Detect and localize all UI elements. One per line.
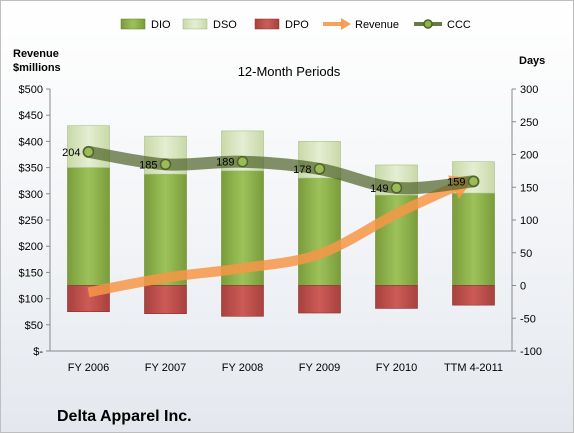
y-right-tick-label: 200 xyxy=(520,150,538,162)
ccc-point xyxy=(236,155,249,168)
y-left-tick-label: $350 xyxy=(19,163,43,175)
ccc-point xyxy=(159,158,172,171)
ccc-point xyxy=(82,146,95,158)
bar-dio xyxy=(67,167,110,286)
ccc-data-label: 149 xyxy=(370,183,388,195)
y-left-tick-label: $250 xyxy=(19,215,43,227)
chart-title: 12-Month Periods xyxy=(238,64,341,79)
x-tick-label: FY 2010 xyxy=(376,362,417,374)
ccc-data-label: 185 xyxy=(139,159,157,171)
y-right-tick-label: 0 xyxy=(520,281,526,293)
bar-dio xyxy=(144,173,187,286)
y-left-tick-label: $200 xyxy=(19,241,43,253)
y-left-ticks: $- $50 $100 $150 $200 $250 $300 $350 $400 $450 $50… xyxy=(19,84,50,358)
y-left-tick-label: $500 xyxy=(19,84,43,96)
x-tick-label: FY 2009 xyxy=(299,362,340,374)
x-tick-label: FY 2007 xyxy=(145,362,186,374)
y-right-tick-label: 150 xyxy=(520,182,538,194)
bar-dpo xyxy=(221,285,264,317)
y-right-tick-label: -50 xyxy=(520,313,536,325)
bar-dpo xyxy=(452,285,495,306)
y-right-tick-label: 300 xyxy=(520,84,538,96)
ccc-data-label: 204 xyxy=(62,147,80,159)
x-tick-label: FY 2006 xyxy=(68,362,109,374)
legend-label-dio: DIO xyxy=(151,19,171,31)
ccc-data-label: 189 xyxy=(216,157,234,169)
ccc-point xyxy=(390,182,403,194)
x-tick-label: FY 2008 xyxy=(222,362,263,374)
legend-label-dso: DSO xyxy=(213,19,237,31)
bar-dpo xyxy=(298,285,341,314)
legend-label-dpo: DPO xyxy=(285,19,309,31)
y-left-label-line1: Revenue xyxy=(13,48,59,60)
legend-swatch-dso xyxy=(182,18,208,30)
legend-label-ccc: CCC xyxy=(447,19,471,31)
y-right-tick-label: 100 xyxy=(520,215,538,227)
ccc-point xyxy=(467,175,480,188)
ccc-data-label: 159 xyxy=(447,176,465,188)
legend-swatch-ccc xyxy=(414,19,442,29)
y-left-tick-label: $- xyxy=(33,346,43,358)
bar-dpo xyxy=(144,285,187,314)
legend-swatch-dio xyxy=(120,18,146,30)
ccc-series: 204 185 189 178 149 159 xyxy=(62,145,480,195)
ccc-point xyxy=(313,163,326,175)
bar-dio xyxy=(298,177,341,286)
y-left-tick-label: $150 xyxy=(19,267,43,279)
bars xyxy=(67,125,495,317)
y-left-tick-label: $450 xyxy=(19,110,43,122)
y-right-label: Days xyxy=(519,55,545,67)
legend-swatch-revenue xyxy=(323,18,351,30)
x-tick-label: TTM 4-2011 xyxy=(444,362,503,374)
company-name: Delta Apparel Inc. xyxy=(57,408,192,425)
y-left-tick-label: $300 xyxy=(19,189,43,201)
y-right-tick-label: 50 xyxy=(520,248,532,260)
y-right-tick-label: -100 xyxy=(520,346,542,358)
ccc-line xyxy=(82,145,480,195)
y-left-tick-label: $400 xyxy=(19,136,43,148)
bar-dpo xyxy=(375,285,418,309)
bar-dio xyxy=(452,192,495,286)
y-left-tick-label: $100 xyxy=(19,294,43,306)
y-right-tick-label: 250 xyxy=(520,117,538,129)
y-left-label-line2: $millions xyxy=(13,62,61,74)
y-right-ticks: -100 -50 0 50 100 150 200 250 300 xyxy=(512,84,542,358)
legend: DIO DSO DPO Revenue CCC xyxy=(120,18,471,31)
legend-label-revenue: Revenue xyxy=(355,19,399,31)
y-left-tick-label: $50 xyxy=(25,320,43,332)
ccc-data-label: 178 xyxy=(293,164,311,176)
x-tick-labels: FY 2006 FY 2007 FY 2008 FY 2009 FY 2010 TTM 4… xyxy=(68,362,503,374)
legend-swatch-dpo xyxy=(254,18,280,30)
revenue-line xyxy=(87,180,462,298)
